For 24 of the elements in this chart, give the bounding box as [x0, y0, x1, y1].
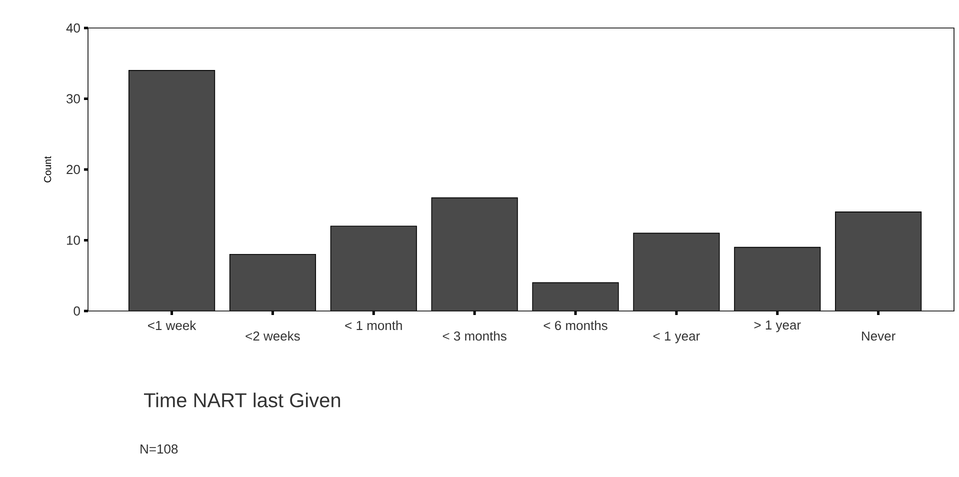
- y-tick-label: 40: [66, 23, 80, 33]
- bar: [128, 70, 215, 311]
- y-tick-label: 20: [66, 164, 80, 174]
- y-axis-title: Count: [44, 156, 52, 182]
- text: N=108: [140, 444, 178, 454]
- x-axis-title: Time NART last Given: [144, 392, 340, 408]
- y-tick-label: 10: [66, 236, 80, 245]
- x-tick-label: > 1 year: [754, 320, 801, 332]
- y-tick-label: 0: [74, 306, 80, 316]
- bar: [432, 198, 518, 311]
- x-tick-label: < 6 months: [544, 320, 608, 330]
- bar: [835, 212, 922, 311]
- bar: [230, 254, 316, 311]
- x-tick-label: <2 weeks: [246, 331, 300, 341]
- x-tick-label: < 1 year: [653, 332, 700, 344]
- bar: [634, 233, 720, 311]
- x-tick-label: < 3 months: [442, 331, 506, 341]
- bar: [330, 226, 417, 311]
- bar: [532, 282, 618, 311]
- y-tick-label: 30: [66, 94, 80, 104]
- x-tick-label: <1 week: [148, 320, 196, 330]
- bar: [734, 247, 820, 311]
- x-tick-label: < 1 month: [345, 320, 402, 330]
- x-tick-label: Never: [862, 332, 896, 341]
